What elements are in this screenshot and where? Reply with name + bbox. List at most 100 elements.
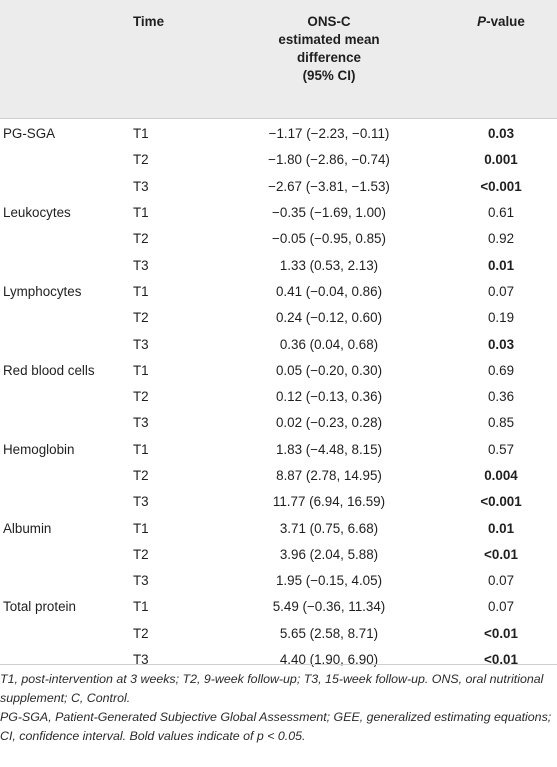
cell-variable: Leukocytes	[3, 205, 71, 221]
cell-time: T2	[133, 310, 149, 326]
cell-time: T3	[133, 178, 149, 194]
cell-p-value: 0.01	[487, 257, 515, 273]
table-row: PG-SGA T1 −1.17 (−2.23, −0.11) 0.03	[0, 119, 557, 148]
cell-time: T1	[133, 126, 149, 142]
table-row: Total protein T1 5.49 (−0.36, 11.34) 0.07	[0, 594, 557, 620]
cell-variable	[0, 226, 133, 252]
cell-mean-difference: 0.05 (−0.20, 0.30)	[275, 362, 383, 378]
cell-variable: Albumin	[3, 520, 52, 536]
cell-p-value: 0.001	[484, 152, 518, 168]
footnote-abbreviations-2: PG-SGA, Patient-Generated Subjective Glo…	[0, 710, 552, 743]
cell-time: T3	[133, 336, 149, 352]
cell-variable	[0, 252, 133, 278]
cell-mean-difference: 5.49 (−0.36, 11.34)	[272, 599, 386, 615]
cell-time: T2	[133, 389, 149, 405]
header-mean-difference: ONS-C estimated mean difference (95% CI)	[201, 0, 457, 119]
table-row: Leukocytes T1 −0.35 (−1.69, 1.00) 0.61	[0, 200, 557, 226]
table-row: Albumin T1 3.71 (0.75, 6.68) 0.01	[0, 515, 557, 541]
cell-mean-difference: 3.71 (0.75, 6.68)	[279, 520, 379, 536]
table-row: Red blood cells T1 0.05 (−0.20, 0.30) 0.69	[0, 358, 557, 384]
header-diff-line-1: ONS-C	[307, 14, 351, 29]
table-row: T3 11.77 (6.94, 16.59) <0.001	[0, 489, 557, 515]
table-row: T2 5.65 (2.58, 8.71) <0.01	[0, 621, 557, 647]
table-row: T3 4.40 (1.90, 6.90) <0.01	[0, 647, 557, 673]
table-body: PG-SGA T1 −1.17 (−2.23, −0.11) 0.03 T2 −1.80 …	[0, 119, 557, 674]
cell-variable	[0, 568, 133, 594]
table-row: T2 0.12 (−0.13, 0.36) 0.36	[0, 384, 557, 410]
cell-mean-difference: 8.87 (2.78, 14.95)	[276, 468, 382, 483]
cell-mean-difference: −2.67 (−3.81, −1.53)	[268, 178, 390, 194]
cell-variable	[0, 305, 133, 331]
table-row: T3 −2.67 (−3.81, −1.53) <0.001	[0, 174, 557, 200]
cell-mean-difference: 0.41 (−0.04, 0.86)	[275, 283, 383, 299]
cell-time: T1	[133, 362, 149, 378]
cell-time: T1	[133, 520, 149, 536]
cell-mean-difference: 0.12 (−0.13, 0.36)	[275, 389, 383, 405]
cell-mean-difference: 5.65 (2.58, 8.71)	[279, 625, 379, 641]
cell-p-value: 0.19	[487, 310, 515, 326]
table-row: T3 0.36 (0.04, 0.68) 0.03	[0, 331, 557, 357]
cell-mean-difference: −1.80 (−2.86, −0.74)	[268, 152, 390, 168]
cell-p-value: 0.004	[484, 468, 518, 483]
table-row: T3 1.95 (−0.15, 4.05) 0.07	[0, 568, 557, 594]
cell-variable: Total protein	[3, 599, 76, 615]
cell-p-value: 0.57	[487, 441, 515, 457]
table-row: T2 8.87 (2.78, 14.95) 0.004	[0, 463, 557, 489]
cell-p-value: <0.01	[484, 546, 518, 562]
cell-mean-difference: 1.33 (0.53, 2.13)	[279, 257, 379, 273]
cell-time: T2	[133, 152, 149, 168]
cell-variable	[0, 147, 133, 173]
cell-mean-difference: 1.95 (−0.15, 4.05)	[275, 573, 383, 589]
table-bottom-rule	[0, 664, 557, 665]
header-diff-line-2: estimated mean	[278, 32, 380, 47]
table-footnotes: T1, post-intervention at 3 weeks; T2, 9-…	[0, 670, 557, 746]
cell-p-value: 0.36	[487, 389, 515, 405]
cell-mean-difference: 3.96 (2.04, 5.88)	[279, 546, 379, 562]
cell-variable	[0, 331, 133, 357]
cell-mean-difference: 0.02 (−0.23, 0.28)	[275, 415, 383, 431]
cell-variable	[0, 489, 133, 515]
header-p-value: P-value	[457, 0, 557, 119]
cell-mean-difference: −1.17 (−2.23, −0.11)	[268, 126, 390, 142]
cell-p-value: 0.01	[487, 520, 515, 536]
header-variable	[0, 0, 133, 119]
cell-mean-difference: 1.83 (−4.48, 8.15)	[275, 441, 383, 457]
table-row: T2 3.96 (2.04, 5.88) <0.01	[0, 542, 557, 568]
cell-variable: Red blood cells	[3, 362, 95, 378]
cell-mean-difference: 0.24 (−0.12, 0.60)	[275, 310, 383, 326]
cell-time: T1	[133, 205, 149, 221]
cell-mean-difference: −0.35 (−1.69, 1.00)	[272, 205, 386, 221]
cell-p-value: 0.07	[487, 573, 515, 589]
table-row: T3 0.02 (−0.23, 0.28) 0.85	[0, 410, 557, 436]
table-row: T2 −0.05 (−0.95, 0.85) 0.92	[0, 226, 557, 252]
cell-time: T1	[133, 283, 149, 299]
cell-p-value: 0.03	[487, 126, 515, 142]
cell-mean-difference: 11.77 (6.94, 16.59)	[272, 494, 386, 510]
cell-time: T3	[133, 573, 149, 589]
table-row: Hemoglobin T1 1.83 (−4.48, 8.15) 0.57	[0, 437, 557, 463]
cell-mean-difference: 0.36 (0.04, 0.68)	[279, 336, 379, 352]
cell-variable: PG-SGA	[3, 126, 56, 142]
table-row: T2 −1.80 (−2.86, −0.74) 0.001	[0, 147, 557, 173]
table-header-row: Time ONS-C estimated mean difference (95…	[0, 0, 557, 119]
cell-p-value: 0.85	[487, 415, 515, 431]
cell-time: T1	[133, 441, 149, 457]
header-diff-line-3: difference	[297, 50, 361, 65]
cell-p-value: 0.07	[487, 599, 515, 615]
cell-time: T2	[133, 468, 149, 483]
header-diff-line-4: (95% CI)	[302, 68, 356, 83]
cell-variable	[0, 542, 133, 568]
cell-p-value: 0.61	[487, 205, 515, 221]
table-row: T2 0.24 (−0.12, 0.60) 0.19	[0, 305, 557, 331]
cell-variable	[0, 384, 133, 410]
cell-mean-difference: −0.05 (−0.95, 0.85)	[272, 231, 386, 247]
header-time: Time	[133, 0, 201, 119]
cell-p-value: 0.69	[487, 362, 515, 378]
cell-time: T2	[133, 231, 149, 247]
header-p-rest: -value	[486, 14, 525, 29]
cell-p-value: 0.92	[487, 231, 515, 247]
cell-p-value: 0.07	[487, 283, 515, 299]
cell-p-value: <0.01	[484, 652, 518, 668]
cell-time: T2	[133, 546, 149, 562]
